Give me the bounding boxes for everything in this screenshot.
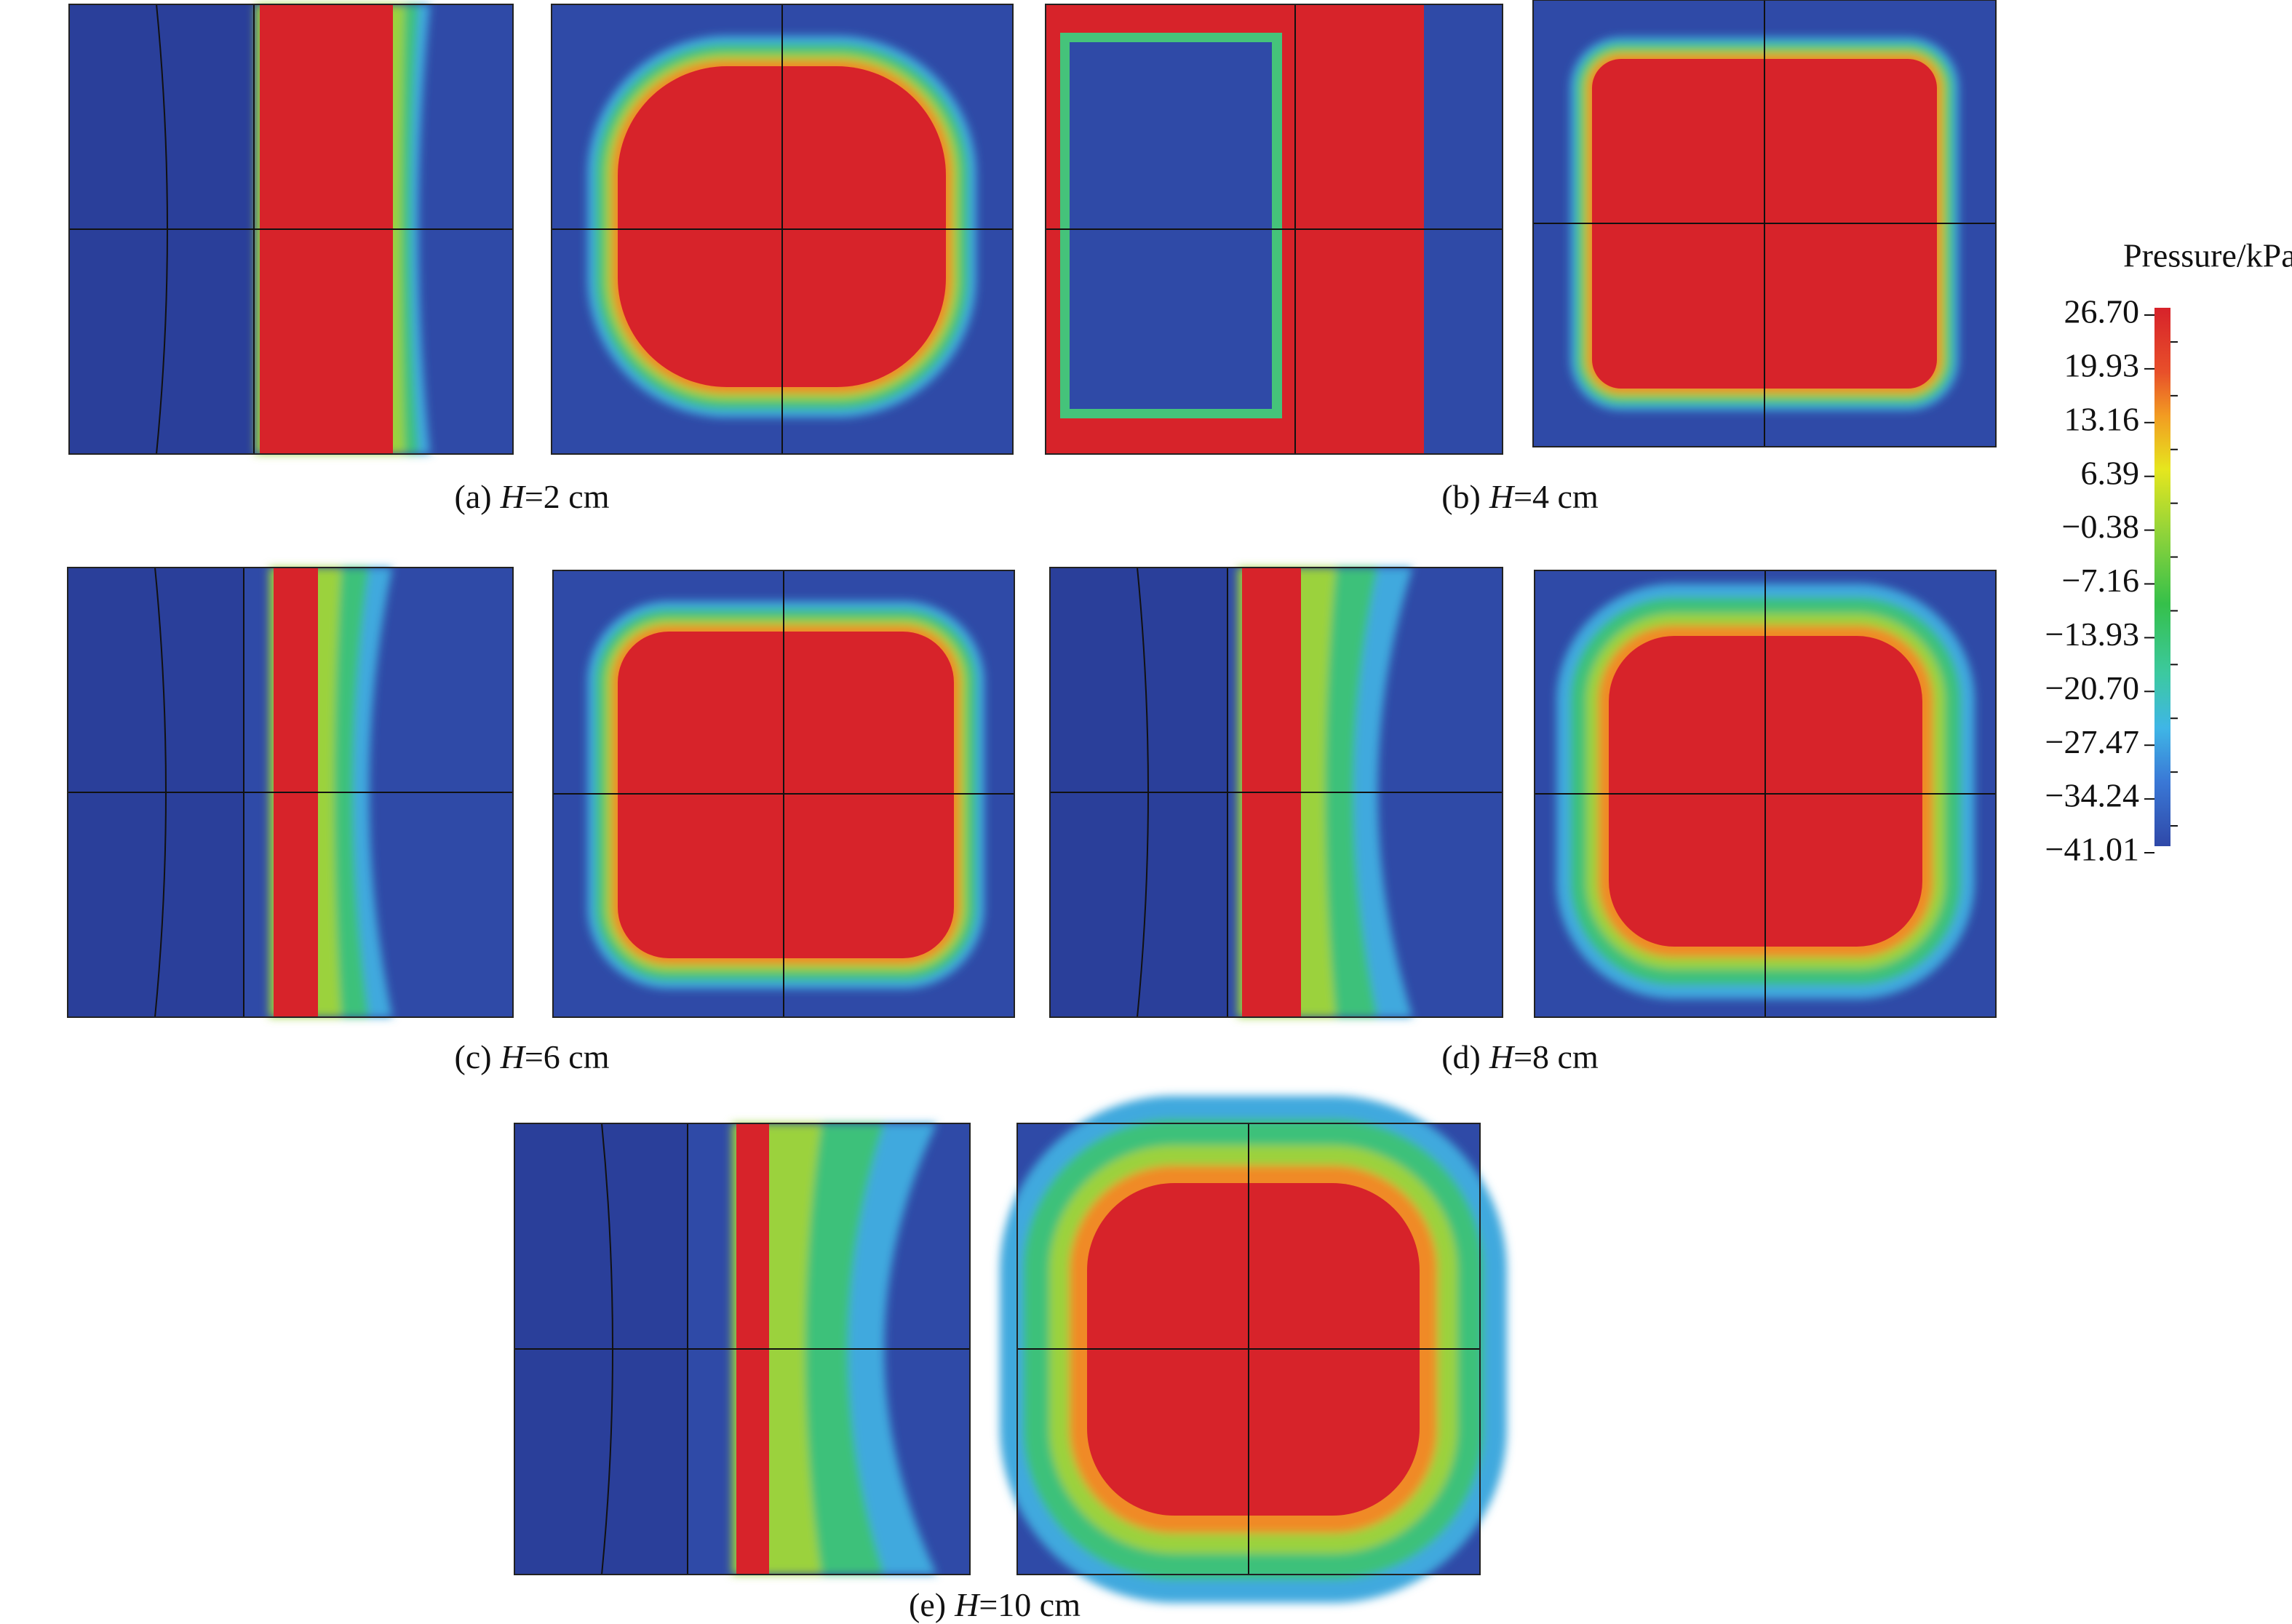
colorbar-tick-label: −34.24 xyxy=(2045,777,2139,814)
caption-label: (a) xyxy=(455,478,492,515)
panel-border xyxy=(1049,567,1503,1018)
panel-border xyxy=(1045,4,1503,455)
side-view-panel xyxy=(1045,4,1503,455)
caption-value: =10 cm xyxy=(979,1586,1081,1623)
colorbar-tick-label: −7.16 xyxy=(2062,562,2139,599)
colorbar-gradient xyxy=(2154,308,2170,846)
low-pressure-zone xyxy=(1070,42,1272,409)
panel-border xyxy=(1534,570,1997,1018)
caption-label: (b) xyxy=(1441,478,1481,515)
side-view-panel xyxy=(68,4,514,455)
panel-border xyxy=(551,4,1014,455)
side-view-panel xyxy=(514,1123,971,1575)
colorbar-tick-label: 6.39 xyxy=(2081,454,2140,491)
panel-border xyxy=(514,1123,971,1575)
caption-value: =6 cm xyxy=(525,1038,610,1075)
caption-label: (d) xyxy=(1441,1038,1481,1075)
top-view-panel xyxy=(1000,1096,1507,1603)
side-view-panel xyxy=(67,567,514,1018)
caption-variable: H xyxy=(954,1586,981,1623)
panel-border xyxy=(1016,1123,1481,1575)
caption-value: =8 cm xyxy=(1513,1038,1599,1075)
colorbar-tick-label: −20.70 xyxy=(2045,669,2139,706)
caption-variable: H xyxy=(1489,478,1516,515)
panel-border xyxy=(1532,0,1997,447)
panel-border xyxy=(552,570,1015,1018)
panels xyxy=(67,0,1997,1603)
top-view-panel xyxy=(551,4,1014,455)
top-view-panel xyxy=(1532,0,1997,447)
colorbar-tick-label: −27.47 xyxy=(2045,723,2139,760)
caption-variable: H xyxy=(1489,1038,1516,1075)
caption: (e) H=10 cm xyxy=(909,1586,1081,1623)
caption-variable: H xyxy=(500,1038,527,1075)
colorbar-title: Pressure/kPa xyxy=(2123,237,2292,274)
colorbar-tick-label: 13.16 xyxy=(2064,400,2140,437)
caption-label: (c) xyxy=(455,1038,492,1075)
caption-label: (e) xyxy=(909,1586,946,1623)
caption-value: =2 cm xyxy=(525,478,610,515)
caption-variable: H xyxy=(500,478,527,515)
caption: (b) H=4 cm xyxy=(1441,478,1599,515)
colorbar-tick-label: 26.70 xyxy=(2064,293,2140,330)
colorbar-tick-label: −0.38 xyxy=(2062,508,2139,545)
caption: (c) H=6 cm xyxy=(455,1038,610,1075)
high-pressure-zone xyxy=(618,632,954,958)
colorbar: Pressure/kPa 26.70 19.93 13.16 6.39 −0.38 −7.… xyxy=(2045,237,2292,868)
caption: (d) H=8 cm xyxy=(1441,1038,1599,1075)
panel-border xyxy=(67,567,514,1018)
panel-border xyxy=(68,4,514,455)
colorbar-tick-label: −41.01 xyxy=(2045,831,2139,868)
top-view-panel xyxy=(1534,570,1997,1018)
colorbar-tick-label: 19.93 xyxy=(2064,346,2140,383)
colorbar-tick-label: −13.93 xyxy=(2045,616,2139,653)
side-view-panel xyxy=(1049,567,1503,1018)
caption: (a) H=2 cm xyxy=(455,478,610,515)
caption-value: =4 cm xyxy=(1513,478,1599,515)
top-view-panel xyxy=(552,570,1015,1018)
